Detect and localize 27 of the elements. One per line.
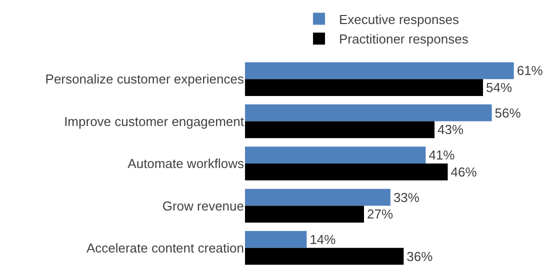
bar — [245, 231, 307, 248]
data-label: 41% — [428, 148, 456, 163]
bar — [245, 164, 448, 180]
data-label: 33% — [393, 190, 420, 205]
data-label: 54% — [486, 80, 512, 96]
y-tick-label: Grow revenue — [162, 198, 244, 214]
data-label: 14% — [310, 232, 336, 247]
bar — [245, 121, 435, 138]
data-label: 46% — [450, 164, 478, 180]
data-label: 36% — [406, 248, 434, 264]
bar — [245, 62, 514, 80]
y-tick-label: Accelerate content creation — [86, 240, 244, 256]
bar — [245, 206, 364, 223]
data-label: 27% — [367, 206, 394, 222]
bar — [245, 79, 483, 96]
bar — [245, 104, 492, 122]
bar — [245, 146, 426, 164]
legend-label: Executive responses — [339, 12, 460, 27]
legend-label: Practitioner responses — [339, 32, 469, 47]
bar — [245, 188, 390, 206]
y-tick-label: Personalize customer experiences — [45, 72, 244, 87]
y-tick-label: Automate workflows — [128, 156, 244, 172]
y-tick-label: Improve customer engagement — [64, 114, 244, 129]
data-label: 56% — [494, 105, 522, 120]
data-label: 43% — [438, 122, 464, 138]
bar — [245, 248, 404, 265]
data-label: 61% — [516, 63, 544, 78]
